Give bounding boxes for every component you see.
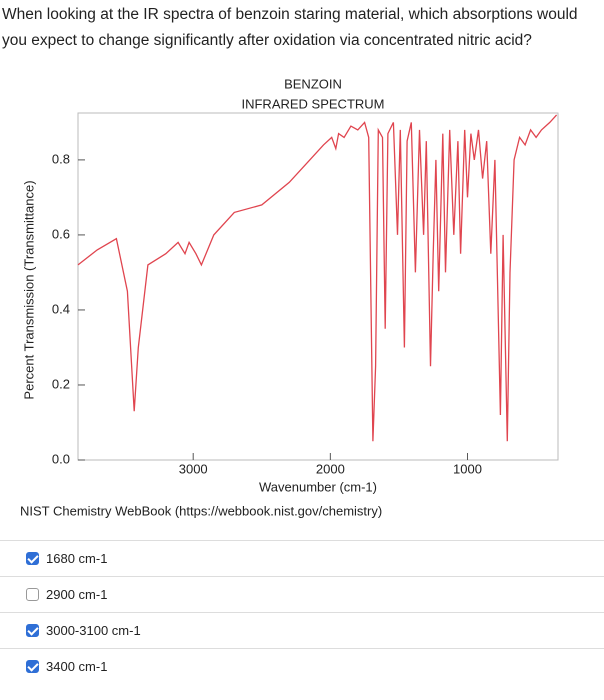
x-axis-label: Wavenumber (cm-1) <box>259 479 377 494</box>
option-label[interactable]: 3000-3100 cm-1 <box>46 623 141 638</box>
chart: BENZOIN INFRARED SPECTRUM Wavenumber (cm… <box>20 76 559 518</box>
option[interactable]: 2900 cm-1 <box>0 576 604 612</box>
y-tick-label: 0.6 <box>52 226 70 241</box>
checkbox[interactable] <box>26 624 39 637</box>
x-tick-label: 1000 <box>453 461 482 476</box>
y-tick-label: 0.0 <box>52 451 70 466</box>
y-tick-label: 0.4 <box>52 301 70 316</box>
options: 1680 cm-1 2900 cm-1 3000-3100 cm-1 3400 cm-… <box>0 540 604 684</box>
chart-subtitle: INFRARED SPECTRUM <box>241 96 384 111</box>
y-tick-label: 0.2 <box>52 376 70 391</box>
option[interactable]: 3000-3100 cm-1 <box>0 612 604 648</box>
x-tick-label: 3000 <box>179 461 208 476</box>
option-label[interactable]: 2900 cm-1 <box>46 587 108 602</box>
chart-title: BENZOIN <box>284 76 342 91</box>
y-axis-label: Percent Transmission (Transmittance) <box>21 180 36 399</box>
y-tick-label: 0.8 <box>52 151 70 166</box>
option[interactable]: 1680 cm-1 <box>0 540 604 576</box>
checkbox[interactable] <box>26 552 39 565</box>
question: When looking at the IR spectra of benzoi… <box>2 6 578 49</box>
checkbox[interactable] <box>26 588 39 601</box>
option[interactable]: 3400 cm-1 <box>0 648 604 684</box>
spectrum-line <box>77 114 558 442</box>
x-tick-label: 2000 <box>316 461 345 476</box>
option-label[interactable]: 1680 cm-1 <box>46 551 108 566</box>
plot-frame <box>77 112 559 461</box>
checkbox[interactable] <box>26 660 39 673</box>
source-note: NIST Chemistry WebBook (https://webbook.… <box>20 503 382 518</box>
option-label[interactable]: 3400 cm-1 <box>46 659 108 674</box>
